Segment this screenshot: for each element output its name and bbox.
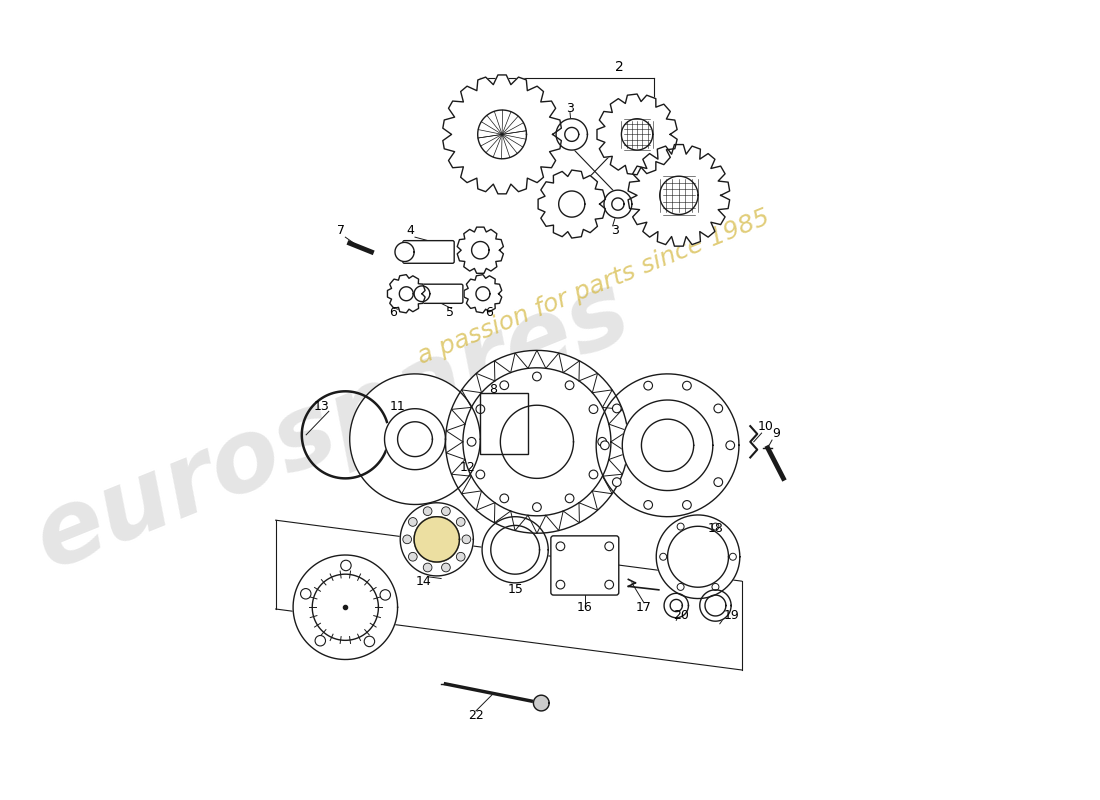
Text: 3: 3 — [566, 102, 574, 114]
Polygon shape — [664, 594, 689, 618]
Polygon shape — [458, 227, 504, 274]
Polygon shape — [657, 515, 740, 598]
Circle shape — [403, 535, 411, 544]
Text: 12: 12 — [460, 462, 475, 474]
Circle shape — [565, 381, 574, 390]
Polygon shape — [700, 590, 732, 621]
Circle shape — [408, 518, 417, 526]
Circle shape — [644, 501, 652, 510]
Circle shape — [532, 372, 541, 381]
Polygon shape — [350, 374, 481, 505]
Polygon shape — [621, 118, 652, 150]
Circle shape — [613, 404, 621, 413]
Circle shape — [714, 404, 723, 413]
Circle shape — [408, 552, 417, 561]
Circle shape — [441, 563, 450, 572]
Circle shape — [565, 494, 574, 502]
Text: 5: 5 — [446, 306, 454, 319]
Polygon shape — [597, 94, 678, 174]
Polygon shape — [446, 350, 628, 534]
Polygon shape — [538, 170, 605, 238]
Circle shape — [714, 478, 723, 486]
Polygon shape — [464, 274, 502, 313]
Text: 4: 4 — [407, 224, 415, 237]
Polygon shape — [559, 191, 585, 217]
Polygon shape — [414, 286, 430, 302]
Polygon shape — [293, 555, 397, 659]
Circle shape — [441, 507, 450, 515]
Circle shape — [462, 535, 471, 544]
Polygon shape — [604, 190, 631, 218]
Polygon shape — [660, 176, 698, 214]
Text: 2: 2 — [615, 60, 624, 74]
Polygon shape — [534, 695, 549, 711]
Circle shape — [590, 470, 597, 479]
Polygon shape — [395, 242, 414, 262]
Circle shape — [644, 382, 652, 390]
FancyBboxPatch shape — [551, 536, 619, 595]
Polygon shape — [668, 526, 728, 587]
Text: 3: 3 — [612, 224, 619, 237]
Text: 13: 13 — [314, 401, 330, 414]
FancyBboxPatch shape — [420, 284, 463, 303]
Circle shape — [726, 441, 735, 450]
Text: 9: 9 — [772, 426, 780, 439]
Polygon shape — [312, 574, 378, 640]
Polygon shape — [557, 118, 587, 150]
FancyBboxPatch shape — [403, 241, 454, 263]
Text: 7: 7 — [337, 224, 345, 237]
Text: 21: 21 — [322, 618, 339, 631]
Circle shape — [424, 563, 432, 572]
Circle shape — [468, 438, 476, 446]
Circle shape — [598, 438, 606, 446]
Circle shape — [456, 552, 465, 561]
Circle shape — [456, 518, 465, 526]
Text: 1: 1 — [679, 406, 686, 419]
Text: a passion for parts since 1985: a passion for parts since 1985 — [414, 205, 773, 369]
Text: 16: 16 — [576, 601, 593, 614]
Text: 22: 22 — [469, 709, 484, 722]
Text: 18: 18 — [707, 522, 724, 535]
Circle shape — [499, 381, 508, 390]
Polygon shape — [472, 242, 490, 259]
Polygon shape — [623, 400, 713, 490]
Bar — [481, 393, 528, 454]
Circle shape — [476, 470, 485, 479]
Text: 19: 19 — [723, 610, 739, 622]
Polygon shape — [476, 286, 490, 301]
Text: eurospares: eurospares — [21, 262, 643, 590]
Circle shape — [683, 501, 691, 510]
Circle shape — [683, 382, 691, 390]
Polygon shape — [443, 75, 561, 194]
Text: 8: 8 — [490, 383, 497, 396]
Circle shape — [499, 494, 508, 502]
Polygon shape — [414, 517, 460, 562]
Circle shape — [590, 405, 597, 414]
Text: 6: 6 — [389, 306, 397, 319]
Text: 6: 6 — [485, 306, 493, 319]
Text: 11: 11 — [389, 401, 406, 414]
Text: 17: 17 — [636, 601, 652, 614]
Text: 20: 20 — [673, 610, 689, 622]
Polygon shape — [399, 286, 414, 301]
Circle shape — [601, 441, 609, 450]
Polygon shape — [397, 422, 432, 457]
Polygon shape — [385, 409, 446, 470]
Polygon shape — [400, 502, 473, 576]
Circle shape — [476, 405, 485, 414]
Circle shape — [424, 507, 432, 515]
Polygon shape — [500, 406, 573, 478]
Polygon shape — [596, 374, 739, 517]
Circle shape — [532, 502, 541, 511]
Polygon shape — [387, 274, 425, 313]
Polygon shape — [628, 145, 729, 246]
Polygon shape — [477, 110, 527, 158]
Circle shape — [613, 478, 621, 486]
Text: 15: 15 — [507, 583, 524, 596]
Text: 14: 14 — [416, 574, 431, 588]
Text: 10: 10 — [758, 420, 774, 433]
Polygon shape — [482, 517, 548, 583]
